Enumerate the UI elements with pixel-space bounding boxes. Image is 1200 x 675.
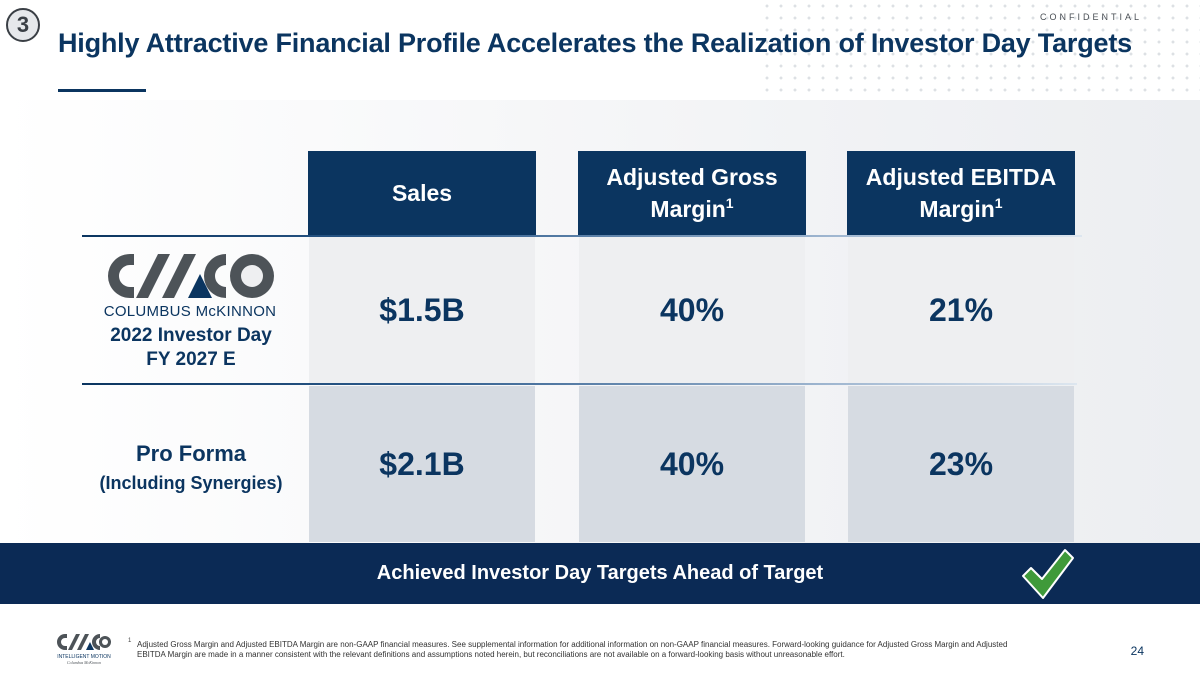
column-header-label: Adjusted Gross Margin [606,164,778,222]
column-header-adjusted-gross-margin: Adjusted Gross Margin1 [578,151,806,235]
cell-investor-day-ebitda-margin: 21% [848,237,1074,383]
logo-wordmark: COLUMBUS McKINNON [100,303,280,320]
footnote-marker: 1 [725,195,734,211]
page-title: Highly Attractive Financial Profile Acce… [58,28,1132,58]
row-divider [82,383,1077,385]
cell-pro-forma-sales: $2.1B [309,386,535,542]
checkmark-icon [1022,549,1074,599]
row-label-line1: 2022 Investor Day [110,325,272,346]
title-underline [58,89,146,92]
cell-pro-forma-gross-margin: 40% [579,386,805,542]
row-label-investor-day: 2022 Investor Day FY 2027 E [82,324,300,372]
footer-logo-company: Columbus McKinnon [67,660,101,665]
column-header-sales: Sales [308,151,536,235]
confidential-label: CONFIDENTIAL [1039,12,1142,22]
column-header-adjusted-ebitda-margin: Adjusted EBITDA Margin1 [847,151,1075,235]
cell-investor-day-gross-margin: 40% [579,237,805,383]
summary-banner: Achieved Investor Day Targets Ahead of T… [0,543,1200,604]
section-number-badge: 3 [6,8,40,42]
footnote-text: Adjusted Gross Margin and Adjusted EBITD… [137,640,1008,659]
page-number: 24 [1130,644,1144,658]
cmco-logo-mark-icon [108,254,274,298]
cell-investor-day-sales: $1.5B [309,237,535,383]
row-label-line2: (Including Synergies) [99,473,283,493]
row-label-line2: FY 2027 E [146,349,236,370]
column-header-label: Sales [391,180,453,206]
logo-word-columbus: COLUMBUS [103,303,196,320]
decorative-dot-pattern [760,0,1200,100]
footnote-marker: 1 [994,195,1003,211]
row-label-pro-forma: Pro Forma (Including Synergies) [82,440,300,498]
footer-logo-icon: INTELLIGENT MOTION Columbus McKinnon [57,634,111,665]
row-divider [82,235,1082,237]
logo-word-mckinnon: McKINNON [195,303,277,320]
cell-pro-forma-ebitda-margin: 23% [848,386,1074,542]
summary-banner-text: Achieved Investor Day Targets Ahead of T… [376,562,824,584]
column-header-label: Adjusted EBITDA Margin [865,164,1057,222]
footnote-number: 1 [128,638,132,644]
row-label-line1: Pro Forma [135,441,247,466]
footer-logo-tagline: INTELLIGENT MOTION [57,654,111,660]
